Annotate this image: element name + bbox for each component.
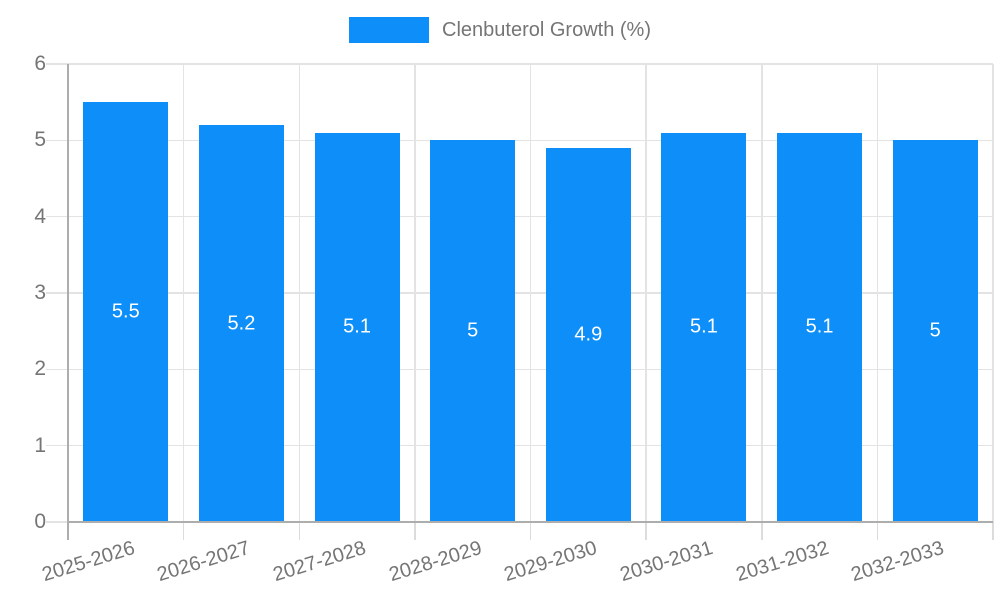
y-axis-line (67, 64, 69, 540)
axis-tick (414, 522, 416, 540)
axis-tick (992, 522, 994, 540)
x-tick-label: 2027-2028 (270, 537, 369, 587)
gridline-v (414, 64, 416, 522)
x-tick-label: 2031-2032 (733, 537, 831, 587)
gridline-v (761, 64, 763, 522)
x-tick-label: 2028-2029 (386, 537, 485, 587)
bar[interactable] (83, 102, 169, 522)
x-tick-label: 2026-2027 (154, 537, 253, 587)
x-tick-label: 2030-2031 (617, 537, 716, 587)
y-tick-label: 6 (34, 52, 46, 75)
bar-value-label: 5.1 (805, 315, 834, 338)
bar-value-label: 5.5 (111, 300, 140, 323)
bar[interactable] (777, 132, 863, 522)
bar[interactable] (314, 132, 400, 522)
y-tick-label: 4 (34, 204, 46, 228)
legend-label: Clenbuterol Growth (%) (442, 19, 651, 41)
gridline-h (46, 521, 68, 523)
axis-tick (298, 522, 300, 540)
x-axis-line (68, 521, 993, 523)
bar-value-label: 5.1 (690, 315, 718, 338)
bar-value-label: 5 (929, 319, 941, 342)
axis-tick (761, 522, 763, 540)
axis-tick (645, 522, 647, 540)
y-tick-label: 2 (34, 357, 46, 381)
gridline-v (182, 64, 185, 522)
y-tick-label: 0 (34, 510, 46, 533)
bar-value-label: 4.9 (574, 323, 603, 346)
x-tick-label: 2032-2033 (848, 537, 947, 587)
bar[interactable] (892, 140, 978, 522)
gridline-v (298, 64, 300, 522)
bar[interactable] (661, 132, 747, 522)
axis-tick (182, 522, 185, 540)
gridline-v (992, 64, 994, 522)
bar[interactable] (198, 125, 284, 522)
bar-value-label: 5 (467, 319, 479, 342)
legend-swatch (349, 17, 430, 43)
bar-value-label: 5.1 (343, 315, 371, 338)
gridline-v (876, 64, 879, 522)
chart-legend[interactable]: Clenbuterol Growth (%) (349, 17, 651, 43)
y-tick-label: 1 (34, 433, 46, 457)
bar[interactable] (545, 147, 631, 522)
bar[interactable] (430, 140, 516, 522)
y-tick-label: 5 (34, 128, 46, 152)
x-tick-label: 2025-2026 (39, 537, 138, 587)
axis-tick (529, 522, 532, 540)
axis-tick (876, 522, 879, 540)
x-tick-label: 2029-2030 (501, 537, 600, 587)
bar-value-label: 5.2 (227, 312, 256, 335)
gridline-v (645, 64, 647, 522)
gridline-v (529, 64, 532, 522)
y-tick-label: 3 (34, 281, 46, 304)
